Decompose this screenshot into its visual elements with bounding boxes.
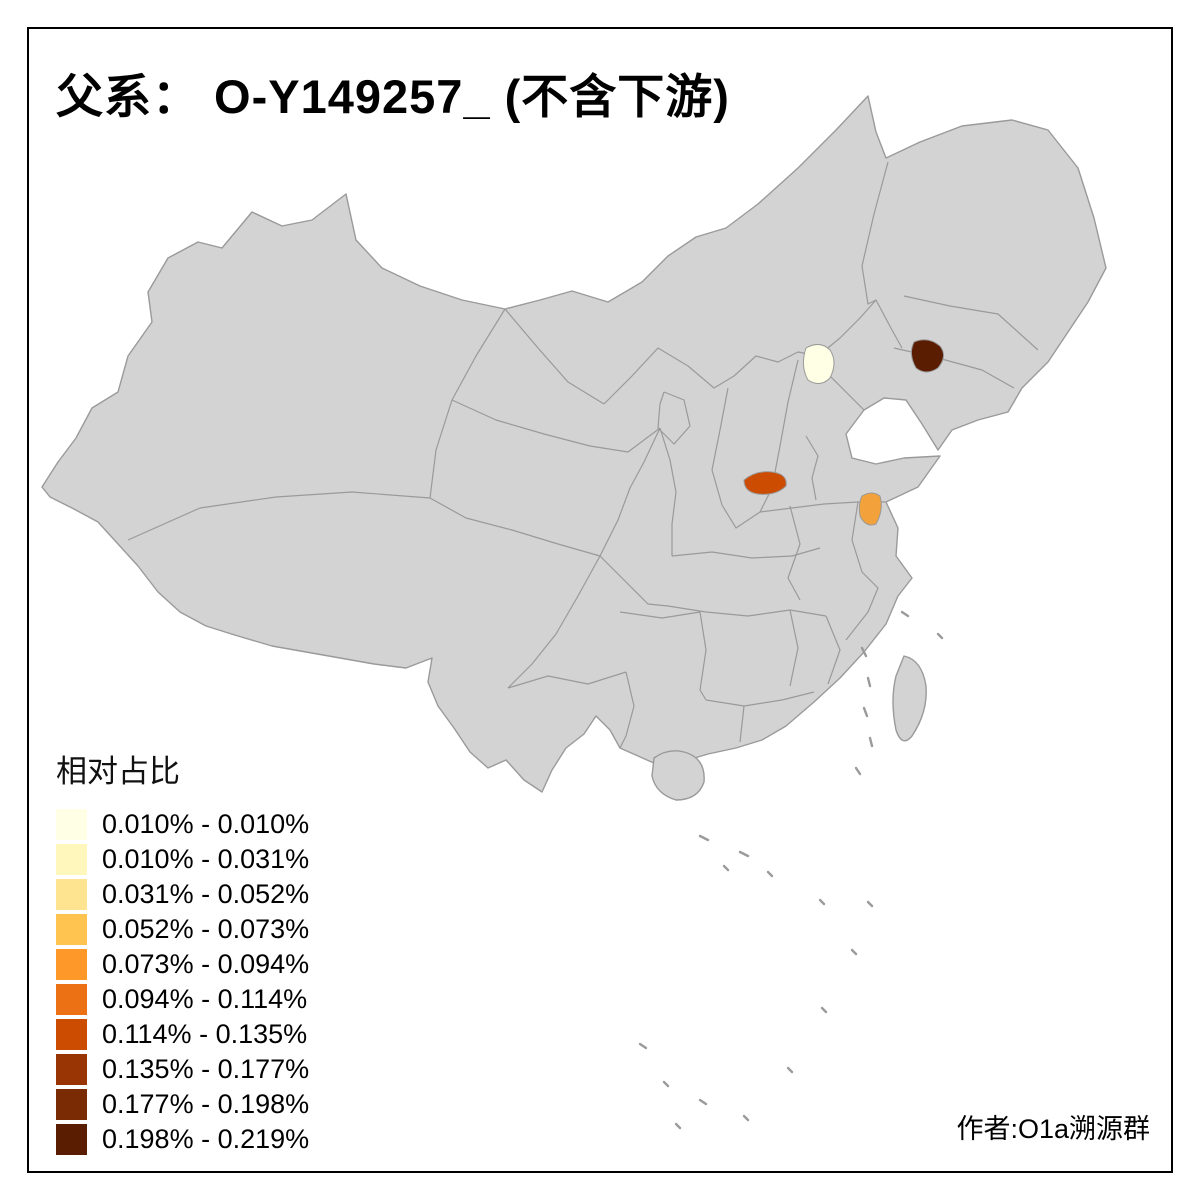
legend-item: 0.177% - 0.198% [56, 1087, 309, 1122]
island [936, 632, 944, 640]
legend-label: 0.073% - 0.094% [102, 949, 310, 979]
taiwan-island [892, 655, 927, 742]
legend: 相对占比 0.010% - 0.010% 0.010% - 0.031% 0.0… [56, 746, 309, 1157]
province-border [739, 705, 745, 743]
legend-item: 0.010% - 0.031% [56, 842, 309, 877]
province-border [603, 299, 877, 405]
highlighted-regions [743, 339, 944, 526]
island [854, 766, 862, 776]
island [866, 900, 874, 908]
legend-swatch [56, 1019, 87, 1050]
island [698, 834, 710, 842]
island [866, 676, 872, 688]
province-border [845, 571, 879, 641]
plot-border [27, 27, 1173, 1173]
province-border [805, 435, 819, 501]
province-border [825, 615, 841, 685]
legend-label: 0.135% - 0.177% [102, 1054, 310, 1084]
province-border [599, 555, 669, 607]
island [900, 610, 910, 618]
legend-swatch [56, 914, 87, 945]
island [738, 850, 750, 858]
legend-item: 0.031% - 0.052% [56, 877, 309, 912]
island [742, 1114, 750, 1122]
province-border [599, 427, 661, 557]
legend-label: 0.114% - 0.135% [102, 1019, 308, 1049]
legend-title: 相对占比 [56, 754, 180, 789]
island [766, 870, 774, 878]
province-border [504, 308, 605, 405]
legend-label: 0.094% - 0.114% [102, 984, 308, 1014]
legend-item: 0.135% - 0.177% [56, 1052, 309, 1087]
island [868, 736, 874, 748]
region-central [743, 471, 787, 495]
province-border [659, 427, 677, 556]
province-border [507, 555, 601, 689]
island [786, 1066, 794, 1074]
province-border [789, 609, 799, 687]
legend-label: 0.177% - 0.198% [102, 1089, 310, 1119]
province-border [711, 387, 761, 529]
legend-swatch [56, 949, 87, 980]
province-border [671, 547, 821, 559]
hainan-island [651, 750, 705, 801]
island [818, 898, 826, 906]
legend-swatch [56, 844, 87, 875]
legend-swatch [56, 1124, 87, 1155]
legend-swatch [56, 1089, 87, 1120]
region-jiangsu [858, 492, 882, 526]
legend-item: 0.052% - 0.073% [56, 912, 309, 947]
island [674, 1122, 682, 1130]
island [722, 864, 730, 872]
island [820, 1006, 828, 1014]
province-border [705, 691, 815, 707]
legend-swatch [56, 809, 87, 840]
island [862, 706, 869, 718]
province-border [507, 671, 627, 689]
island [860, 646, 868, 658]
legend-swatch [56, 984, 87, 1015]
legend-label: 0.198% - 0.219% [102, 1124, 310, 1154]
island [638, 1042, 648, 1050]
province-border [861, 161, 903, 349]
province-border [127, 491, 431, 541]
province-border [657, 391, 691, 445]
province-border [787, 505, 801, 601]
province-border [759, 359, 799, 513]
province-border [429, 497, 601, 557]
legend-label: 0.031% - 0.052% [102, 879, 310, 909]
region-beijing [802, 344, 835, 384]
legend-swatch [56, 879, 87, 910]
province-border [619, 611, 701, 619]
province-border [851, 501, 863, 573]
province-border [451, 399, 661, 453]
legend-item: 0.010% - 0.010% [56, 807, 309, 842]
legend-swatch [56, 1054, 87, 1085]
legend-item: 0.073% - 0.094% [56, 947, 309, 982]
province-border [667, 605, 827, 617]
province-border [699, 611, 707, 701]
legend-item: 0.114% - 0.135% [56, 1017, 309, 1052]
legend-item: 0.094% - 0.114% [56, 982, 309, 1017]
province-border [903, 295, 1039, 351]
legend-label: 0.010% - 0.010% [102, 809, 310, 839]
map-title: 父系： O-Y149257_ (不含下游) [56, 70, 730, 123]
legend-item: 0.198% - 0.219% [56, 1122, 309, 1157]
province-border [619, 671, 635, 749]
legend-label: 0.052% - 0.073% [102, 914, 310, 944]
south-china-sea-islands [638, 610, 944, 1130]
province-borders [127, 161, 1039, 749]
region-liaoning [910, 339, 944, 373]
legend-label: 0.010% - 0.031% [102, 844, 310, 874]
china-mainland [41, 95, 1107, 793]
author-credit: 作者:O1a溯源群 [956, 1114, 1150, 1144]
island [850, 948, 858, 956]
island [698, 1098, 708, 1106]
island [662, 1080, 670, 1088]
